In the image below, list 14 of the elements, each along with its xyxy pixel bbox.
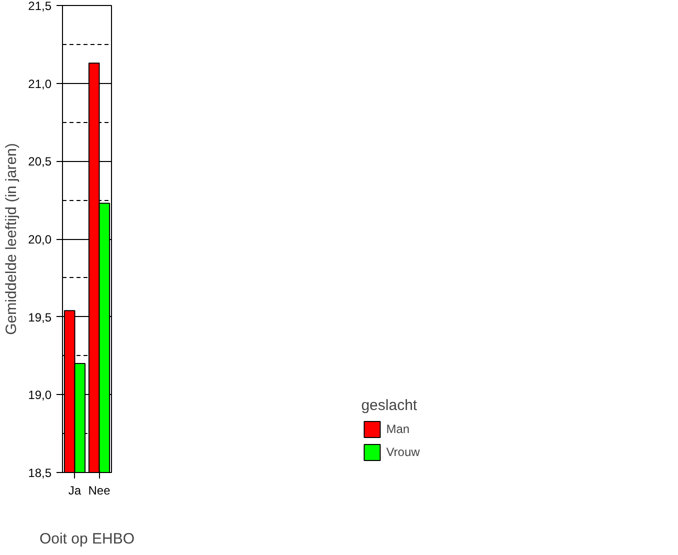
y-tick-label: 19,5 (28, 310, 52, 324)
y-tick-label: 19,0 (28, 388, 52, 402)
y-axis-title: Gemiddelde leeftijd (in jaren) (3, 143, 20, 335)
legend-label: Vrouw (386, 445, 420, 459)
y-tick-label: 20,5 (28, 154, 52, 169)
y-tick-label: 18,5 (28, 466, 52, 480)
x-tick-label: Nee (88, 484, 111, 498)
legend-title: geslacht (361, 397, 418, 414)
y-tick-label: 20,0 (28, 232, 52, 246)
y-tick-label: 21,5 (28, 0, 52, 13)
y-tick-label: 21,0 (28, 76, 52, 91)
legend-label: Man (386, 422, 410, 436)
x-tick-label: Ja (68, 484, 82, 498)
x-axis-title: Ooit op EHBO (39, 530, 135, 548)
